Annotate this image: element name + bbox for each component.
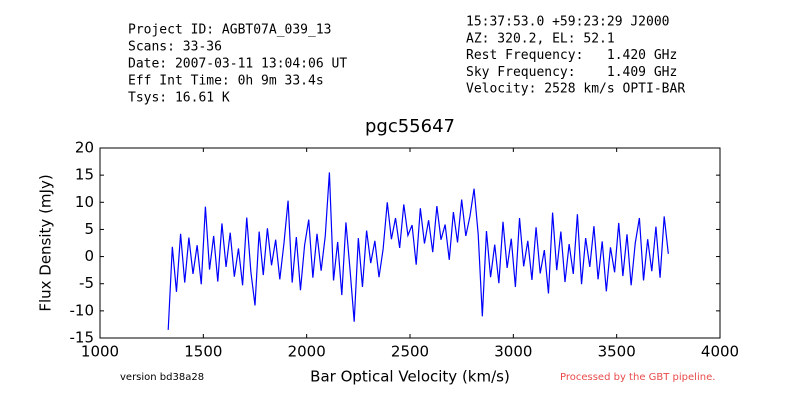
header-line: Project ID: AGBT07A_039_13 [128, 23, 332, 38]
pipeline-note: Processed by the GBT pipeline. [560, 372, 715, 383]
header-line: AZ: 320.2, EL: 52.1 [466, 31, 615, 46]
y-axis-label: Flux Density (mJy) [37, 174, 55, 311]
header-line: 15:37:53.0 +59:23:29 J2000 [466, 15, 670, 30]
y-tick-label: 5 [84, 220, 94, 238]
header-line: Sky Frequency: 1.409 GHz [466, 65, 677, 80]
y-tick-label: 10 [75, 193, 94, 211]
spectrum-line [167, 172, 669, 330]
x-tick-label: 2000 [288, 343, 326, 361]
y-tick-label: -15 [70, 329, 95, 347]
y-tick-label: 20 [75, 139, 94, 157]
header-line: Scans: 33-36 [128, 40, 222, 55]
x-axis-label: Bar Optical Velocity (km/s) [310, 368, 510, 386]
header-line: Tsys: 16.61 K [128, 91, 230, 106]
header-line: Eff Int Time: 0h 9m 33.4s [128, 74, 324, 89]
y-tick-label: -5 [79, 274, 94, 292]
x-tick-label: 3000 [494, 343, 532, 361]
header-line: Date: 2007-03-11 13:04:06 UT [128, 57, 347, 72]
y-tick-label: 0 [84, 247, 94, 265]
header-line: Velocity: 2528 km/s OPTI-BAR [466, 82, 685, 97]
x-tick-label: 2500 [391, 343, 429, 361]
chart-title: pgc55647 [365, 116, 455, 137]
header-line: Rest Frequency: 1.420 GHz [466, 48, 677, 63]
y-tick-label: -10 [70, 301, 95, 319]
x-tick-label: 1500 [184, 343, 222, 361]
x-tick-label: 4000 [701, 343, 739, 361]
x-tick-label: 3500 [598, 343, 636, 361]
x-tick-label: 1000 [81, 343, 119, 361]
version-note: version bd38a28 [120, 372, 204, 383]
y-tick-label: 15 [75, 166, 94, 184]
